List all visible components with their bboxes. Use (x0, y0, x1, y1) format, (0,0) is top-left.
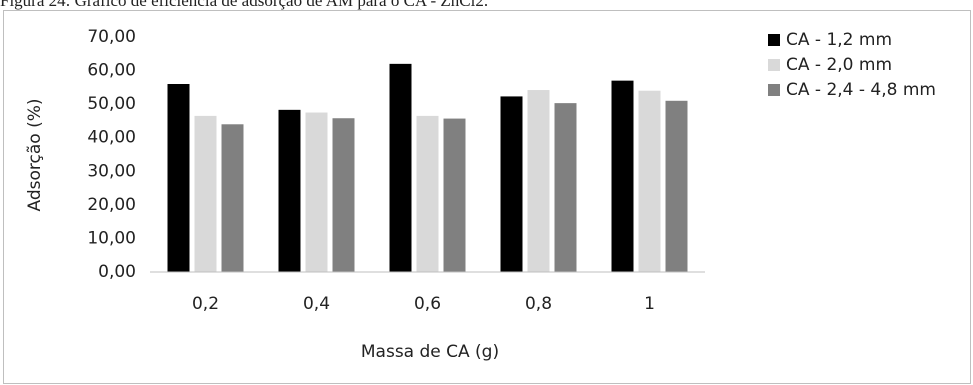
x-tick-label: 0,8 (525, 294, 552, 314)
y-tick-label: 10,00 (87, 228, 136, 248)
y-tick-label: 70,00 (87, 27, 136, 47)
legend-swatch (768, 34, 780, 46)
y-tick-label: 20,00 (87, 195, 136, 215)
legend-label: CA - 2,4 - 4,8 mm (786, 80, 936, 100)
bar (500, 96, 523, 273)
legend-swatch (768, 84, 780, 96)
legend-label: CA - 2,0 mm (786, 55, 892, 75)
y-tick-label: 60,00 (87, 61, 136, 81)
bar (527, 90, 550, 273)
x-axis-label: Massa de CA (g) (361, 342, 499, 362)
bar (416, 115, 439, 273)
bar (611, 80, 634, 273)
y-tick-label: 50,00 (87, 94, 136, 114)
x-tick-label: 0,6 (414, 294, 441, 314)
x-tick-label: 1 (644, 294, 655, 314)
legend-swatch (768, 59, 780, 71)
chart-frame (3, 10, 971, 384)
bar (278, 109, 301, 272)
bar (389, 63, 412, 272)
legend-label: CA - 1,2 mm (786, 30, 892, 50)
bar (305, 112, 328, 273)
x-tick-label: 0,2 (192, 294, 219, 314)
y-tick-label: 30,00 (87, 161, 136, 181)
y-tick-label: 40,00 (87, 128, 136, 148)
bar (554, 103, 577, 272)
bar (194, 115, 217, 273)
y-tick-label: 0,00 (98, 262, 136, 282)
chart-title: Figura 24: Gráfico de eficiência de adso… (0, 0, 488, 10)
bar (638, 90, 661, 272)
bar (332, 118, 355, 272)
bar (167, 84, 190, 272)
bar (443, 118, 466, 272)
x-tick-label: 0,4 (303, 294, 330, 314)
y-axis-label: Adsorção (%) (25, 99, 45, 212)
bar (221, 124, 244, 273)
bar (665, 100, 688, 273)
